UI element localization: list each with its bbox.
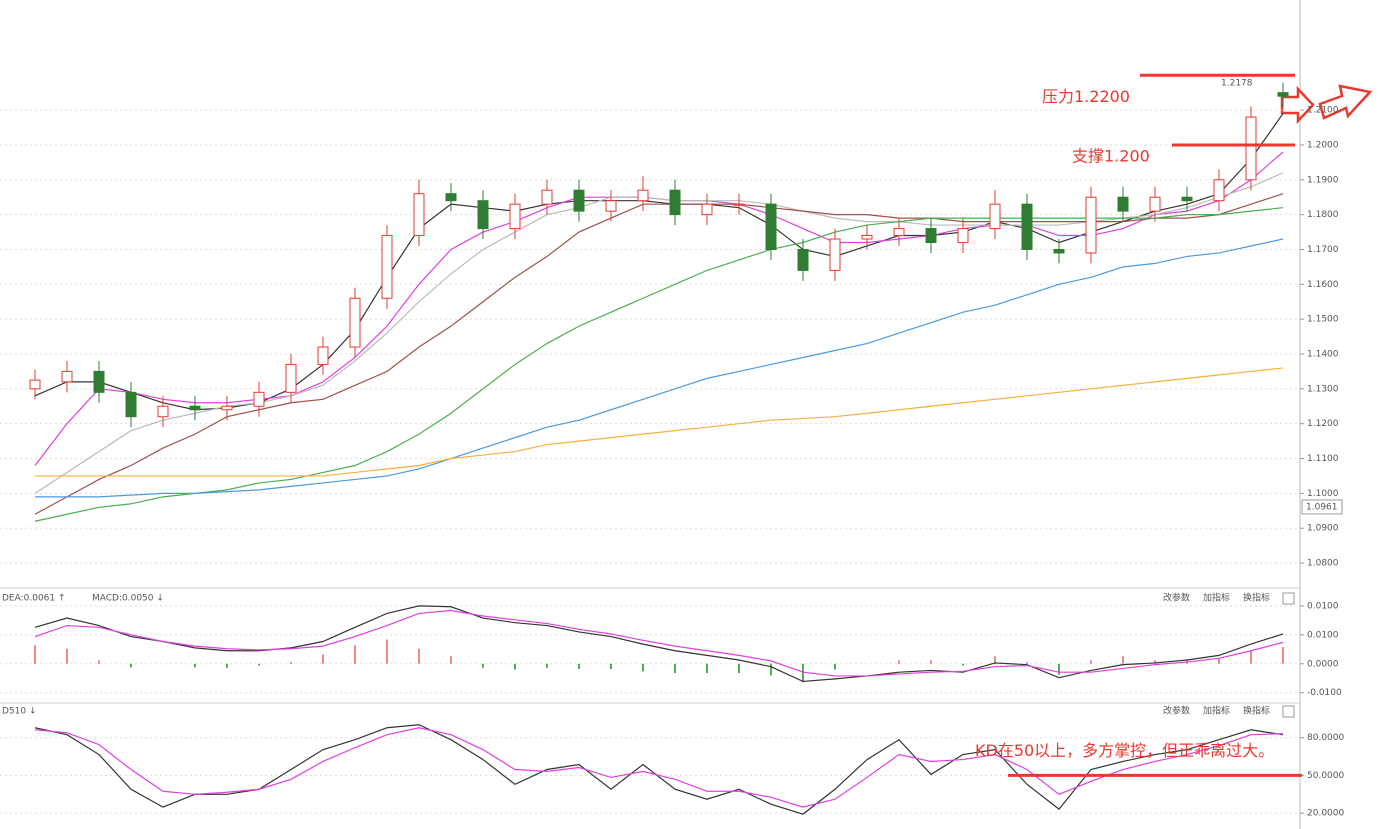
candle-body bbox=[285, 363, 297, 393]
legend-text: D510 ↓ bbox=[2, 707, 37, 717]
y-tick-label: 0.0000 bbox=[1307, 659, 1339, 669]
candle-body bbox=[829, 238, 841, 271]
candle-body bbox=[893, 228, 905, 237]
y-tick-label: 1.1100 bbox=[1307, 454, 1339, 464]
candle-body bbox=[1053, 248, 1065, 254]
y-tick-label: 20.0000 bbox=[1307, 809, 1344, 819]
y-tick-label: 0.0100 bbox=[1307, 601, 1339, 611]
candle-body bbox=[1181, 196, 1193, 202]
candle-body bbox=[61, 370, 73, 383]
y-tick-label: 1.1000 bbox=[1307, 489, 1339, 499]
y-tick-label: 80.0000 bbox=[1307, 733, 1344, 743]
candle-body bbox=[925, 228, 937, 244]
candle-body bbox=[189, 405, 201, 411]
legend-text: DEA:0.0061 ↑ bbox=[2, 594, 66, 604]
arrow bbox=[1318, 84, 1373, 120]
candle-body bbox=[605, 200, 617, 212]
candle-body bbox=[765, 203, 777, 250]
axis-marker-box bbox=[1301, 499, 1343, 515]
y-tick-label: 1.1900 bbox=[1307, 175, 1339, 185]
control-button[interactable]: 换指标 bbox=[1243, 592, 1270, 604]
series-line bbox=[34, 113, 1284, 411]
candle-body bbox=[1245, 116, 1257, 181]
candle-body bbox=[861, 235, 873, 240]
annotation: 压力1.2200 bbox=[1042, 87, 1130, 106]
control-button[interactable]: 改参数 bbox=[1163, 705, 1190, 717]
series-line bbox=[35, 238, 1284, 498]
y-tick-label: 1.1600 bbox=[1307, 280, 1339, 290]
candle-body bbox=[1277, 92, 1289, 97]
series-line bbox=[34, 193, 1284, 515]
high-label: 1.2178 bbox=[1221, 78, 1253, 88]
series-line bbox=[34, 207, 1284, 522]
candle-body bbox=[701, 203, 713, 216]
annotation: 支撑1.200 bbox=[1072, 146, 1150, 165]
y-tick-label: -0.0100 bbox=[1307, 688, 1342, 698]
series-line bbox=[34, 609, 1284, 677]
control-button[interactable]: 换指标 bbox=[1243, 705, 1270, 717]
candle-body bbox=[1021, 203, 1033, 250]
candle-body bbox=[1149, 196, 1161, 212]
candle-body bbox=[445, 193, 457, 202]
candle-body bbox=[125, 391, 137, 418]
y-tick-label: 1.2100 bbox=[1307, 106, 1339, 116]
candle-body bbox=[1117, 196, 1129, 212]
y-tick-label: 1.1300 bbox=[1307, 384, 1339, 394]
candle-body bbox=[253, 391, 265, 407]
series-line bbox=[34, 724, 1284, 815]
axis-marker: 1.0961 bbox=[1306, 502, 1338, 512]
y-tick-label: 1.2000 bbox=[1307, 140, 1339, 150]
y-tick-label: 1.1200 bbox=[1307, 419, 1339, 429]
arrow bbox=[1280, 85, 1315, 125]
legend-text: MACD:0.0050 ↓ bbox=[92, 594, 164, 604]
candle-body bbox=[573, 189, 585, 212]
candle-body bbox=[477, 200, 489, 230]
y-tick-label: 0.0100 bbox=[1307, 630, 1339, 640]
candle-body bbox=[669, 189, 681, 216]
candle-body bbox=[221, 405, 233, 411]
y-tick-label: 1.0800 bbox=[1307, 559, 1339, 569]
series-line bbox=[35, 367, 1284, 477]
candle-body bbox=[509, 203, 521, 230]
candle-body bbox=[381, 235, 393, 299]
y-tick-label: 1.0900 bbox=[1307, 524, 1339, 534]
candle-body bbox=[157, 405, 169, 418]
close-button[interactable] bbox=[1282, 592, 1295, 605]
candle-body bbox=[989, 203, 1001, 230]
candle-body bbox=[349, 297, 361, 348]
annotation: KD在50以上，多方掌控，但正乖离过大。 bbox=[975, 741, 1274, 760]
candle-body bbox=[733, 203, 745, 206]
candle-body bbox=[957, 228, 969, 244]
y-tick-label: 1.1800 bbox=[1307, 210, 1339, 220]
candle-body bbox=[29, 379, 41, 390]
candle-body bbox=[1213, 179, 1225, 202]
candle-body bbox=[413, 193, 425, 237]
candle-body bbox=[797, 248, 809, 271]
y-tick-label: 1.1700 bbox=[1307, 245, 1339, 255]
series-line bbox=[34, 172, 1284, 494]
control-button[interactable]: 加指标 bbox=[1203, 705, 1230, 717]
y-tick-label: 1.1500 bbox=[1307, 315, 1339, 325]
control-button[interactable]: 加指标 bbox=[1203, 592, 1230, 604]
candle-body bbox=[637, 189, 649, 202]
candle-body bbox=[317, 346, 329, 365]
candle-body bbox=[93, 370, 105, 393]
series-line bbox=[34, 605, 1284, 683]
candle-body bbox=[1085, 196, 1097, 254]
close-button[interactable] bbox=[1282, 705, 1295, 718]
control-button[interactable]: 改参数 bbox=[1163, 592, 1190, 604]
series-line bbox=[34, 727, 1284, 808]
y-tick-label: 1.1400 bbox=[1307, 349, 1339, 359]
candle-body bbox=[541, 189, 553, 205]
y-tick-label: 50.0000 bbox=[1307, 771, 1344, 781]
